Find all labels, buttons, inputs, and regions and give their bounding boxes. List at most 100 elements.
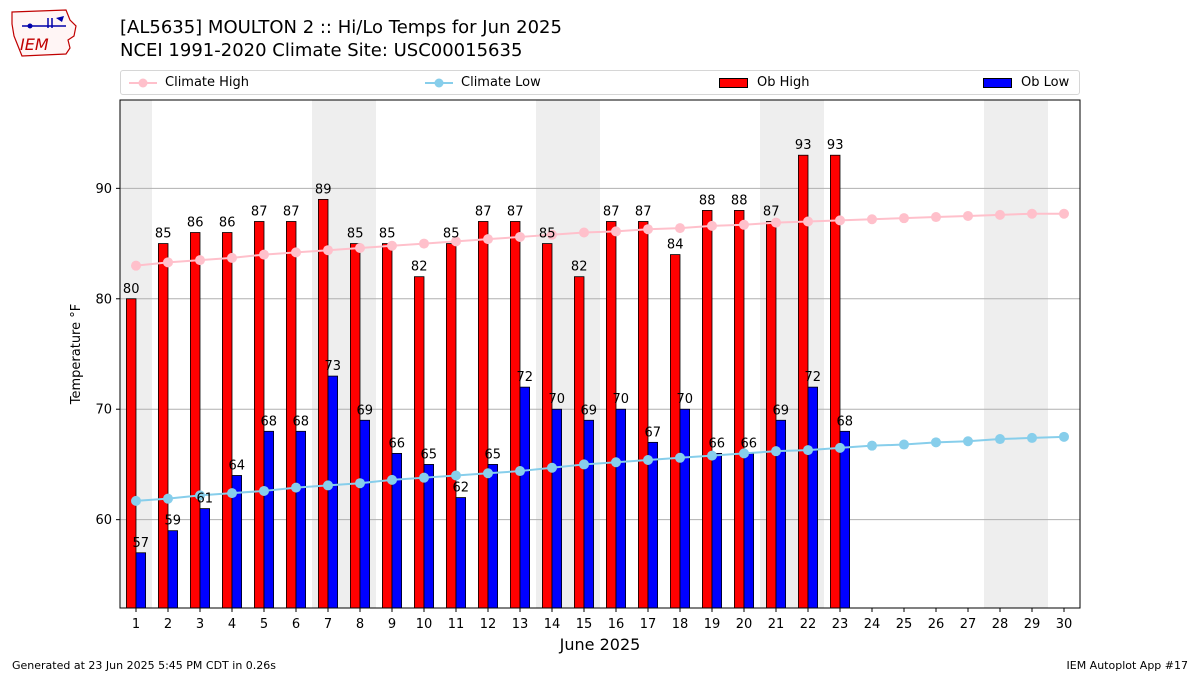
ob-low-bar <box>807 386 819 609</box>
ob-low-label: 57 <box>133 536 150 551</box>
legend-ob-low-label: Ob Low <box>1021 75 1070 90</box>
ob-low-bar <box>295 430 307 609</box>
x-tick-label: 24 <box>864 617 881 632</box>
ob-low-bar <box>647 441 659 609</box>
climate-low-point <box>803 445 813 456</box>
legend-climate-high-label: Climate High <box>165 75 250 90</box>
ob-low-bar <box>199 508 211 609</box>
climate-low-point <box>451 470 461 481</box>
climate-high-point <box>227 252 237 263</box>
legend-ob-low-marker <box>983 77 1012 88</box>
legend-climate-low-label: Climate Low <box>461 75 541 90</box>
ob-low-label: 69 <box>581 403 598 418</box>
climate-low-point <box>739 448 749 459</box>
climate-low-point <box>1059 431 1069 442</box>
climate-low-point <box>323 480 333 491</box>
legend-ob-high: Ob High <box>719 71 810 94</box>
ob-low-label: 61 <box>197 492 214 507</box>
climate-high-point <box>451 236 461 247</box>
climate-low-point <box>163 493 173 504</box>
legend-climate-high: Climate High <box>129 71 249 94</box>
ob-high-label: 87 <box>475 204 492 219</box>
ob-high-bar <box>381 243 393 609</box>
ob-high-label: 80 <box>123 282 140 297</box>
generated-timestamp: Generated at 23 Jun 2025 5:45 PM CDT in … <box>12 659 277 672</box>
x-tick-label: 25 <box>896 617 913 632</box>
ob-low-label: 66 <box>709 436 726 451</box>
climate-high-point <box>675 223 685 234</box>
ob-low-bar <box>327 375 339 609</box>
x-tick-label: 6 <box>292 617 300 632</box>
ob-low-label: 68 <box>837 414 854 429</box>
ob-high-label: 84 <box>667 238 684 253</box>
ob-low-bar <box>583 419 595 609</box>
ob-high-bar <box>734 210 745 609</box>
ob-low-label: 59 <box>165 514 182 529</box>
ob-low-bar <box>455 497 467 609</box>
ob-low-label: 72 <box>517 370 534 385</box>
ob-high-label: 85 <box>347 227 364 242</box>
x-tick-label: 26 <box>928 617 945 632</box>
ob-low-bar <box>487 464 499 609</box>
climate-high-point <box>995 209 1005 220</box>
legend-climate-low-marker <box>425 78 453 87</box>
ob-low-label: 65 <box>421 447 438 462</box>
x-tick-label: 12 <box>480 617 497 632</box>
x-tick-label: 30 <box>1056 617 1073 632</box>
climate-high-point <box>867 214 877 225</box>
x-tick-label: 18 <box>672 617 689 632</box>
climate-low-point <box>611 457 621 468</box>
climate-high-point <box>259 249 269 260</box>
x-tick-label: 2 <box>164 617 172 632</box>
climate-high-point <box>355 242 365 253</box>
ob-high-label: 87 <box>763 204 780 219</box>
climate-high-point <box>771 217 781 228</box>
climate-low-point <box>707 450 717 461</box>
climate-low-point <box>643 455 653 466</box>
ob-low-label: 68 <box>261 414 278 429</box>
ob-low-label: 72 <box>805 370 822 385</box>
ob-high-bar <box>349 243 361 609</box>
ob-high-label: 85 <box>539 227 556 242</box>
ob-high-label: 87 <box>283 204 300 219</box>
ob-low-label: 66 <box>389 436 406 451</box>
legend-ob-high-label: Ob High <box>757 75 810 90</box>
x-tick-label: 1 <box>132 617 140 632</box>
ob-low-label: 65 <box>485 447 502 462</box>
x-tick-label: 15 <box>576 617 593 632</box>
climate-low-point <box>1027 432 1037 443</box>
climate-high-point <box>387 240 397 251</box>
climate-low-point <box>547 462 557 473</box>
climate-high-point <box>803 216 813 227</box>
climate-high-point <box>195 255 205 266</box>
chart-title: [AL5635] MOULTON 2 :: Hi/Lo Temps for Ju… <box>120 17 562 38</box>
ob-low-bar <box>615 408 627 609</box>
y-tick-label: 90 <box>95 182 112 197</box>
ob-high-label: 87 <box>635 204 652 219</box>
climate-high-point <box>515 231 525 242</box>
ob-high-label: 87 <box>603 204 620 219</box>
climate-high-point <box>643 224 653 235</box>
ob-high-label: 85 <box>155 227 172 242</box>
climate-low-point <box>995 434 1005 445</box>
climate-high-point <box>419 238 429 249</box>
ob-low-label: 73 <box>325 359 342 374</box>
ob-high-label: 82 <box>571 260 588 275</box>
climate-high-point <box>579 227 589 238</box>
ob-low-label: 70 <box>677 392 694 407</box>
climate-low-point <box>483 468 493 479</box>
climate-low-point <box>515 466 525 477</box>
climate-low-point <box>675 452 685 463</box>
legend-ob-low: Ob Low <box>983 71 1069 94</box>
climate-high-point <box>323 245 333 256</box>
ob-high-bar <box>574 276 585 609</box>
climate-low-point <box>867 440 877 451</box>
ob-low-bar <box>679 408 691 609</box>
climate-low-point <box>835 442 845 453</box>
ob-low-label: 67 <box>645 425 662 440</box>
ob-low-label: 69 <box>773 403 790 418</box>
climate-low-point <box>931 437 941 448</box>
ob-high-label: 82 <box>411 260 428 275</box>
x-tick-label: 10 <box>416 617 433 632</box>
